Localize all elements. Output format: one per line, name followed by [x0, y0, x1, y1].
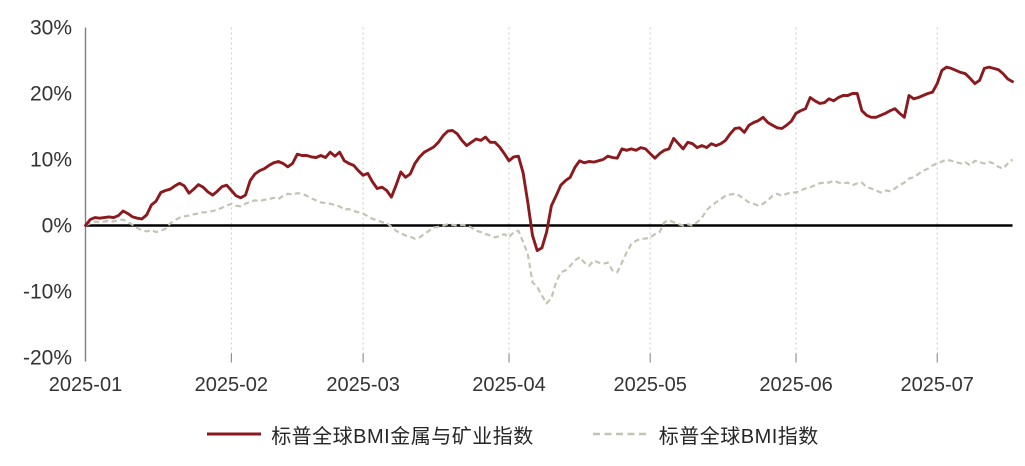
- y-tick-label: -20%: [23, 347, 72, 370]
- y-tick-label: 20%: [30, 83, 72, 106]
- y-tick-label: 10%: [30, 149, 72, 172]
- y-tick-label: 0%: [42, 215, 72, 238]
- legend-item-metals-mining: 标普全球BMI金属与矿业指数: [206, 420, 534, 449]
- x-tick-label: 2025-04: [472, 374, 545, 396]
- x-tick-label: 2025-06: [759, 374, 832, 396]
- series-line-metals-mining: [84, 65, 1014, 253]
- dashed-line-swatch: [592, 432, 649, 436]
- legend-label-metals-mining: 标普全球BMI金属与矿业指数: [271, 425, 534, 448]
- x-tick-label: 2025-07: [901, 374, 974, 396]
- y-tick-label: -10%: [23, 281, 72, 304]
- legend-item-bmi: 标普全球BMI指数: [592, 420, 819, 449]
- solid-line-swatch: [207, 432, 262, 436]
- series-line-bmi: [85, 158, 1014, 305]
- line-chart-canvas: 2025-01 2025-02 2025-03 2025-04 2025-05 2025-…: [23, 17, 1014, 396]
- y-tick-label: 30%: [30, 17, 72, 40]
- x-tick-label: 2025-03: [326, 374, 399, 396]
- x-tick-label: 2025-05: [613, 374, 686, 396]
- legend-label-bmi: 标普全球BMI指数: [658, 425, 819, 448]
- x-tick-label: 2025-01: [49, 374, 122, 396]
- x-tick-label: 2025-02: [195, 374, 268, 396]
- legend: 标普全球BMI金属与矿业指数 标普全球BMI指数: [0, 414, 1025, 454]
